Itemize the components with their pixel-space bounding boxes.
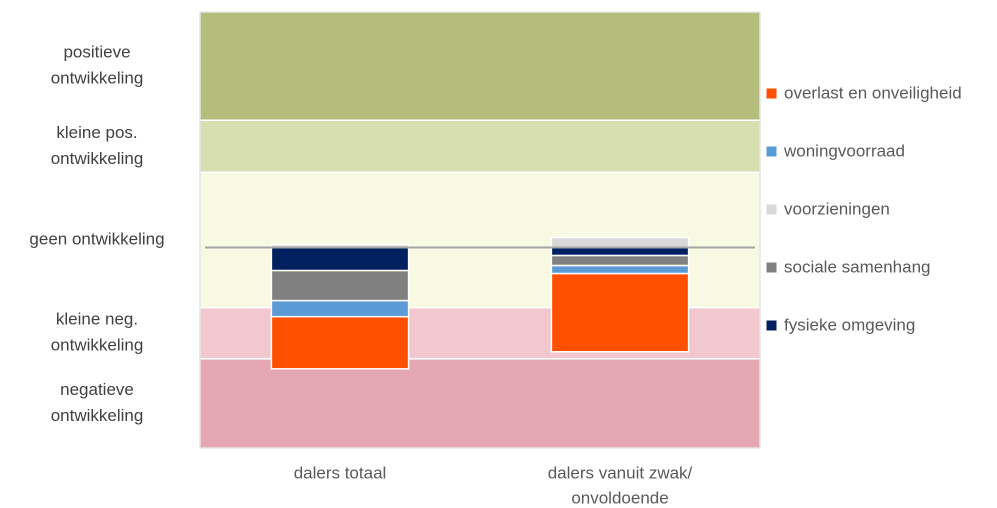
x-tick-label: dalers totaal bbox=[294, 463, 387, 482]
band-label: kleine pos. bbox=[56, 123, 137, 142]
bar bbox=[270, 246, 410, 272]
band-label: ontwikkeling bbox=[51, 406, 144, 425]
legend-label: woningvoorraad bbox=[783, 141, 905, 160]
bar bbox=[550, 246, 690, 257]
bar bbox=[550, 254, 690, 267]
band-label: positieve bbox=[63, 43, 130, 62]
legend-swatch bbox=[765, 203, 778, 216]
band-label: ontwikkeling bbox=[51, 336, 144, 355]
legend-swatch bbox=[765, 261, 778, 274]
legend-swatch bbox=[765, 145, 778, 158]
legend-swatch bbox=[765, 319, 778, 332]
plot-border bbox=[199, 11, 761, 449]
bar bbox=[270, 269, 410, 302]
band-label: geen ontwikkeling bbox=[29, 230, 164, 249]
bar bbox=[550, 272, 690, 353]
band-label: kleine neg. bbox=[56, 310, 138, 329]
bar bbox=[550, 236, 690, 249]
band-label: negatieve bbox=[60, 380, 134, 399]
bar bbox=[270, 315, 410, 370]
legend-label: overlast en onveiligheid bbox=[784, 83, 962, 102]
bar bbox=[270, 299, 410, 318]
x-tick-label: onvoldoende bbox=[571, 488, 668, 507]
legend-swatch bbox=[765, 87, 778, 100]
band bbox=[199, 119, 761, 174]
band bbox=[199, 11, 761, 121]
legend-label: fysieke omgeving bbox=[784, 315, 915, 334]
bar bbox=[550, 264, 690, 275]
legend-label: sociale samenhang bbox=[784, 257, 930, 276]
band-label: ontwikkeling bbox=[51, 69, 144, 88]
band-label: ontwikkeling bbox=[51, 149, 144, 168]
x-tick-label: dalers vanuit zwak/ bbox=[548, 463, 693, 482]
band bbox=[199, 358, 761, 449]
legend-label: voorzieningen bbox=[784, 199, 890, 218]
